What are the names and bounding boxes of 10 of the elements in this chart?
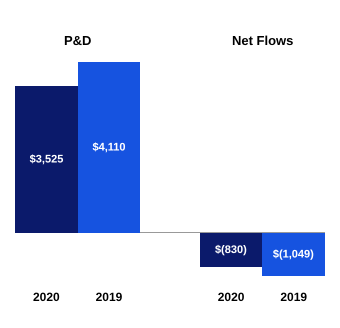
x-tick-label: 2019 xyxy=(280,290,308,304)
x-tick-label: 2020 xyxy=(218,290,245,304)
x-tick-label: 2019 xyxy=(96,290,123,304)
text: P&D xyxy=(64,33,92,48)
text: Net Flows xyxy=(232,33,294,48)
x-tick-label: 2020 xyxy=(32,290,60,304)
data-label: $3,525 xyxy=(30,154,64,166)
data-label: $(830) xyxy=(214,244,248,256)
data-label: $4,110 xyxy=(92,142,126,154)
data-label: $(1,049) xyxy=(272,248,314,260)
